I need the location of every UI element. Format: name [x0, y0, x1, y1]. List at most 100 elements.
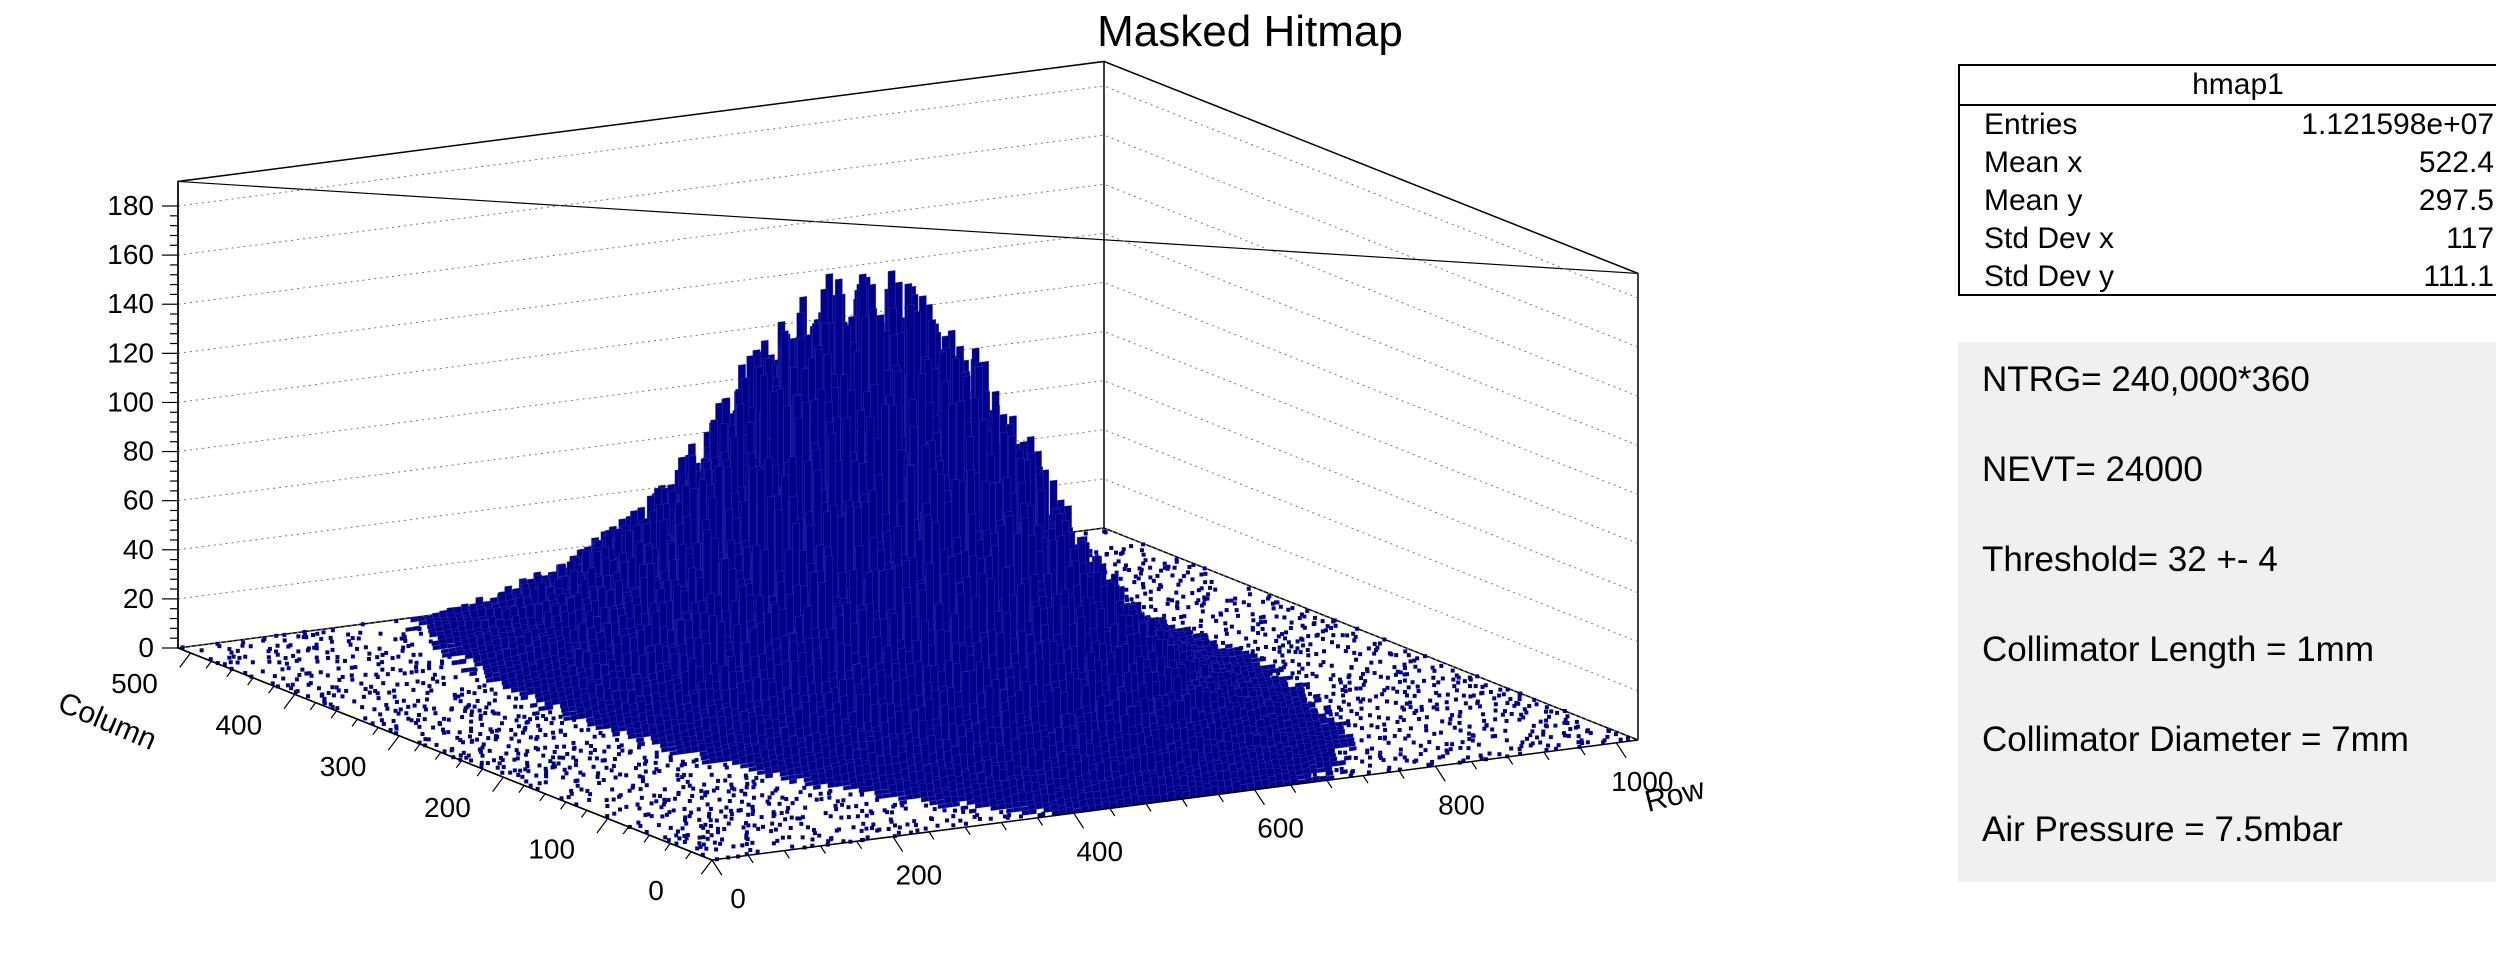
- histogram-bin-point: [586, 727, 591, 732]
- histogram-bin-point: [478, 732, 483, 737]
- histogram-bin-point: [215, 641, 220, 646]
- histogram-bin-point: [283, 656, 288, 661]
- histogram-bin-point: [1372, 671, 1377, 676]
- histogram-bin-point: [356, 636, 361, 641]
- histogram-bin-point: [280, 667, 285, 672]
- histogram-bin-point: [398, 707, 403, 712]
- histogram-bin-point: [394, 699, 399, 704]
- histogram-bin-point: [478, 749, 483, 754]
- histogram-bin-point: [1267, 594, 1272, 599]
- histogram-bin-point: [1148, 589, 1153, 594]
- histogram-bin-point: [552, 750, 557, 755]
- histogram-bin-point: [418, 631, 423, 636]
- histogram-bin-point: [393, 637, 398, 642]
- histogram-bin-point: [707, 765, 712, 770]
- histogram-bin-point: [1367, 698, 1372, 703]
- histogram-bin-point: [456, 694, 461, 699]
- histogram-bin-point: [615, 737, 620, 742]
- histogram-bin-point: [1359, 676, 1364, 681]
- histogram-bin-point: [1151, 578, 1156, 583]
- histogram-bin-point: [657, 769, 662, 774]
- histogram-bin-point: [1325, 624, 1330, 629]
- histogram-bin-point: [432, 672, 437, 677]
- histogram-bin-point: [676, 790, 681, 795]
- histogram-bin-point: [429, 688, 434, 693]
- histogram-bin-bar: [780, 775, 789, 781]
- histogram-bin-point: [1412, 693, 1417, 698]
- histogram-bin-bar: [789, 778, 797, 785]
- histogram-bin-point: [304, 671, 309, 676]
- histogram-bin-point: [420, 731, 425, 736]
- histogram-bin-point: [1247, 592, 1252, 597]
- histogram-bin-point: [235, 648, 240, 653]
- histogram-bin-point: [1185, 570, 1190, 575]
- histogram-bin-point: [569, 788, 574, 793]
- histogram-bin-point: [571, 740, 576, 745]
- histogram-bin-bar: [716, 756, 724, 763]
- histogram-bin-point: [1308, 642, 1313, 647]
- histogram-bin-point: [1331, 691, 1336, 696]
- histogram-bin-point: [306, 694, 311, 699]
- histogram-bin-point: [453, 675, 458, 680]
- histogram-bin-point: [479, 760, 484, 765]
- histogram-bin-point: [227, 655, 232, 660]
- histogram-bin-point: [416, 712, 421, 717]
- histogram-bin-point: [469, 728, 474, 733]
- histogram-bin-point: [1122, 567, 1127, 572]
- histogram-bin-point: [1124, 594, 1129, 599]
- histogram-bin-point: [715, 785, 720, 790]
- histogram-bin-point: [433, 711, 438, 716]
- histogram-bin-point: [1295, 676, 1300, 681]
- histogram-bin-point: [1468, 684, 1473, 689]
- histogram-bin-point: [1192, 626, 1197, 631]
- histogram-bin-point: [229, 650, 234, 655]
- histogram-bin-point: [1148, 575, 1153, 580]
- histogram-bin-point: [1378, 674, 1383, 679]
- histogram-bin-point: [1280, 653, 1285, 658]
- histogram-bin-point: [361, 694, 366, 699]
- histogram-bin-point: [1483, 683, 1488, 688]
- histogram-bin-point: [1361, 682, 1366, 687]
- histogram-bin-point: [1432, 668, 1437, 673]
- histogram-bin-bar: [526, 686, 535, 696]
- histogram-bin-point: [308, 681, 313, 686]
- histogram-bin-point: [506, 744, 511, 749]
- histogram-bin-point: [606, 744, 611, 749]
- histogram-bin-point: [1274, 638, 1279, 643]
- histogram-bin-point: [1140, 542, 1145, 547]
- histogram-bin-point: [453, 696, 458, 701]
- histogram-bin-point: [560, 721, 565, 726]
- histogram-bin-point: [1263, 632, 1268, 637]
- histogram-bin-bar: [464, 651, 473, 660]
- histogram-bin-point: [475, 678, 480, 683]
- histogram-bin-bar: [618, 726, 627, 732]
- histogram-bin-point: [180, 645, 185, 650]
- histogram-bin-bar: [747, 762, 756, 768]
- histogram-bin-point: [627, 750, 632, 755]
- histogram-bin-bar: [723, 756, 732, 763]
- histogram-bin-point: [1366, 646, 1371, 651]
- histogram-bin-point: [514, 718, 519, 723]
- histogram-bin-point: [309, 673, 314, 678]
- histogram-bin-point: [1392, 665, 1397, 670]
- histogram-bin-point: [217, 644, 222, 649]
- histogram-bin-point: [1382, 637, 1387, 642]
- histogram-bin-point: [363, 645, 368, 650]
- histogram-bin-point: [524, 779, 529, 784]
- histogram-bin-point: [222, 662, 227, 667]
- histogram-bin-point: [1389, 652, 1394, 657]
- histogram-bin-bar: [458, 658, 467, 665]
- histogram-bin-point: [596, 771, 601, 776]
- histogram-bin-point: [1162, 561, 1167, 566]
- histogram-bin-point: [486, 736, 491, 741]
- histogram-bin-point: [367, 651, 372, 656]
- histogram-bin-point: [1451, 677, 1456, 682]
- histogram-bin-point: [1236, 630, 1241, 635]
- histogram-bin-point: [1335, 644, 1340, 649]
- histogram-bin-point: [401, 632, 406, 637]
- histogram-bin-point: [639, 795, 644, 800]
- histogram-bin-bar: [627, 733, 636, 740]
- histogram-bin-point: [1200, 609, 1205, 614]
- histogram-bin-point: [208, 657, 213, 662]
- histogram-bin-point: [272, 674, 277, 679]
